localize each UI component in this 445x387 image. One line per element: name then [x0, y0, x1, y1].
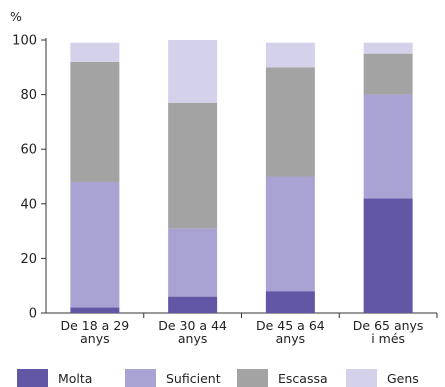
bar-segment-molta: [363, 198, 413, 313]
legend-label-gens: Gens: [387, 371, 419, 386]
x-category-label-line: De 18 a 29: [61, 318, 130, 333]
y-tick-label: 40: [20, 197, 37, 212]
y-axis-unit: %: [10, 9, 22, 24]
x-category-label-line: anys: [276, 331, 306, 346]
legend: Molta Suficient Escassa Gens: [17, 369, 419, 387]
x-category-label-line: De 30 a 44: [158, 318, 227, 333]
bar-segment-molta: [265, 291, 315, 313]
bar-segment-gens: [70, 42, 120, 62]
legend-swatch-gens: [346, 369, 377, 387]
x-category-label-line: De 45 a 64: [256, 318, 325, 333]
bar-segment-molta: [70, 307, 120, 313]
y-tick-label: 100: [12, 34, 37, 49]
y-tick-label: 80: [20, 88, 37, 103]
x-category-label-line: i més: [371, 331, 405, 346]
y-tick-label: 60: [20, 143, 37, 158]
bar-segment-escassa: [265, 67, 315, 177]
bar-segment-suficient: [168, 228, 218, 297]
bars-group: [70, 40, 413, 313]
legend-label-suficient: Suficient: [166, 371, 221, 386]
bar-segment-molta: [168, 296, 218, 313]
y-tick-label: 20: [20, 252, 37, 267]
x-category-label: De 65 anys i més: [353, 318, 424, 346]
bar-segment-gens: [363, 42, 413, 54]
legend-swatch-suficient: [125, 369, 156, 387]
x-category-label: De 45 a 64 anys: [256, 318, 325, 346]
bar-segment-escassa: [363, 53, 413, 95]
bar-segment-suficient: [265, 176, 315, 292]
bar-segment-escassa: [168, 102, 218, 229]
legend-label-molta: Molta: [58, 371, 92, 386]
x-category-label-line: De 65 anys: [353, 318, 424, 333]
legend-swatch-molta: [17, 369, 48, 387]
x-category-label: De 30 a 44 anys: [158, 318, 227, 346]
legend-label-escassa: Escassa: [278, 371, 328, 386]
bar-segment-suficient: [363, 94, 413, 199]
x-category-label-line: anys: [80, 331, 110, 346]
legend-swatch-escassa: [237, 369, 268, 387]
bar-segment-suficient: [70, 181, 120, 308]
bar-segment-escassa: [70, 61, 120, 182]
y-tick-label: 0: [29, 307, 37, 322]
x-category-label-line: anys: [178, 331, 208, 346]
x-category-label: De 18 a 29 anys: [61, 318, 130, 346]
bar-segment-gens: [265, 42, 315, 68]
bar-segment-gens: [168, 40, 218, 103]
